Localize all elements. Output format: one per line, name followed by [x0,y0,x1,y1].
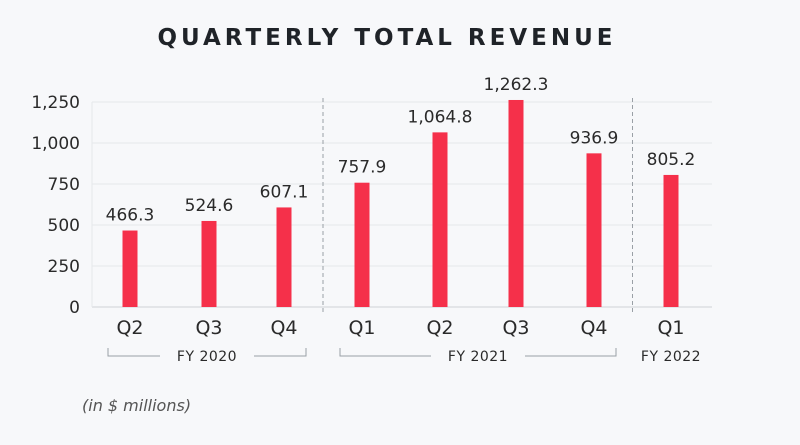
x-tick-label: Q2 [116,317,143,339]
y-tick-label: 500 [48,216,80,236]
bars [122,99,679,307]
x-tick-label: Q4 [580,317,607,339]
fiscal-year-separators [322,98,633,312]
fiscal-year-label: FY 2020 [177,349,237,365]
x-tick-label: Q1 [348,317,375,339]
bar [663,174,679,307]
y-tick-label: 0 [69,298,80,318]
fiscal-year-label: FY 2021 [448,349,508,365]
y-tick-label: 1,000 [31,134,80,154]
x-tick-label: Q1 [657,317,684,339]
bar [508,99,524,307]
bar [432,132,448,307]
data-label: 1,064.8 [408,107,473,127]
bar [354,182,370,307]
x-tick-label: Q2 [426,317,453,339]
fiscal-year-label: FY 2022 [641,349,701,365]
x-tick-label: Q3 [195,317,222,339]
data-labels: 466.3 524.6 607.1 757.9 1,064.8 1,262.3 936.9 8… [106,75,696,226]
data-label: 607.1 [260,182,309,202]
units-note: (in $ millions) [82,396,192,415]
data-label: 524.6 [185,196,234,216]
bar [276,207,292,307]
data-label: 936.9 [570,128,619,148]
group-bracket-left [107,348,160,357]
data-label: 757.9 [338,158,387,178]
x-axis-ticks: Q2 Q3 Q4 Q1 Q2 Q3 Q4 Q1 [116,317,684,339]
y-tick-label: 1,250 [31,93,80,113]
bar [586,153,602,307]
y-tick-label: 250 [48,257,80,277]
x-tick-label: Q3 [502,317,529,339]
group-bracket-right [525,348,617,357]
x-tick-label: Q4 [270,317,297,339]
group-bracket-left [339,348,431,357]
chart-title: QUARTERLY TOTAL REVENUE [157,25,617,51]
data-label: 466.3 [106,206,155,226]
data-label: 805.2 [647,150,696,170]
bar [122,230,138,307]
y-axis: 0 250 500 750 1,000 1,250 [31,93,80,318]
y-tick-label: 750 [48,175,80,195]
group-bracket-right [254,348,307,357]
gridlines [91,101,712,308]
fiscal-year-groups: FY 2020 FY 2021 FY 2022 [107,348,701,365]
data-label: 1,262.3 [484,75,549,95]
bar [201,220,217,307]
